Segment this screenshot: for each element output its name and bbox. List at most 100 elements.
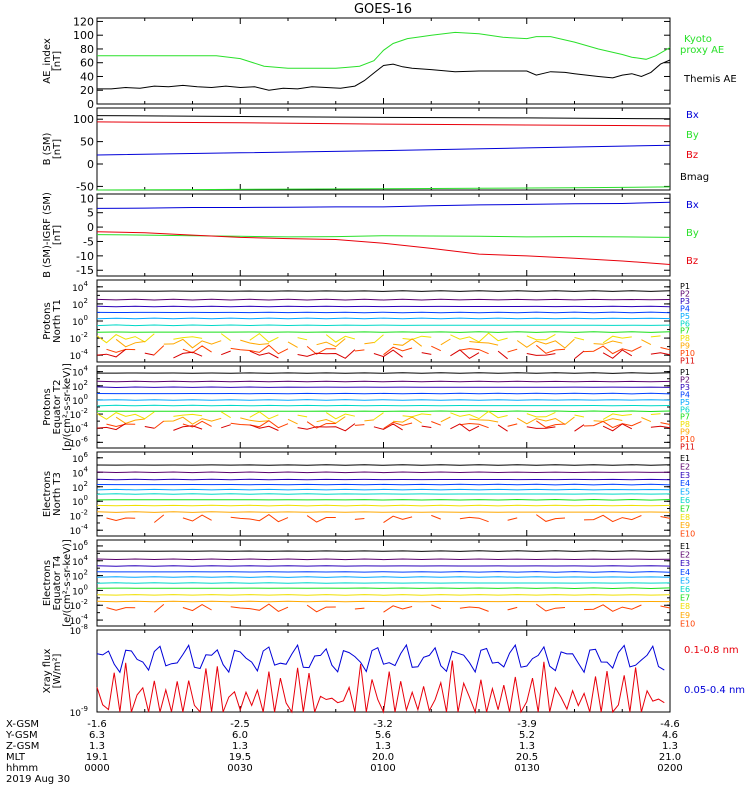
orbit-value: 1.3 — [89, 741, 105, 752]
legend-entry: E9 — [680, 611, 690, 620]
legend-entry: E3 — [680, 559, 690, 568]
y-tick-exponent: -2 — [81, 407, 88, 415]
flux-channel — [96, 311, 671, 314]
legend-entry: proxy AE — [680, 45, 724, 56]
y-axis-label: [nT] — [52, 139, 63, 159]
legend-entry: Bx — [686, 200, 699, 211]
y-tick-exponent: 0 — [84, 314, 88, 322]
legend-entry: P8 — [680, 420, 690, 429]
flux-channel — [96, 571, 671, 573]
series-line — [96, 186, 671, 191]
flux-channel — [96, 511, 671, 513]
orbit-value: 21.0 — [659, 752, 681, 763]
y-axis-label: Equator T2 — [52, 380, 63, 435]
xray-short — [96, 643, 665, 674]
panel-bigrf: 10 50-5 -10-15 B (SM)-IGRF (SM) [nT] Bx By Bz — [42, 192, 699, 278]
flux-channel — [96, 498, 671, 501]
legend-entry: Bz — [686, 256, 698, 267]
legend-entry: Kyoto — [684, 34, 712, 45]
y-axis-label: Equator T4 — [52, 556, 63, 611]
flux-channel — [116, 339, 670, 348]
legend-entry: E4 — [680, 568, 690, 577]
y-axis-label: [W/m²] — [52, 653, 63, 688]
orbit-value: 4.6 — [662, 730, 678, 741]
orbit-value: 6.0 — [232, 730, 248, 741]
flux-channel — [96, 348, 671, 360]
orbit-row-label: X-GSM — [6, 719, 39, 730]
legend-entry: By — [686, 130, 699, 141]
y-tick-label: 106 — [72, 451, 88, 465]
y-tick-label: 100 — [73, 29, 94, 42]
y-tick-label: 50 — [80, 136, 94, 149]
legend-entry: P4 — [680, 304, 690, 313]
legend-entry: P11 — [680, 357, 695, 366]
y-tick-label: 100 — [72, 393, 88, 407]
legend-entry: P5 — [680, 312, 690, 321]
legend-entry: E3 — [680, 471, 690, 480]
orbit-value: 0100 — [370, 763, 395, 774]
legend-entry: E7 — [680, 594, 690, 603]
orbit-value: 1.3 — [662, 741, 678, 752]
y-tick-label: 40 — [80, 70, 94, 83]
y-tick-label: 102 — [72, 480, 88, 494]
legend-entry: E8 — [680, 513, 690, 522]
y-tick-exponent: 0 — [84, 393, 88, 401]
legend-entry: P7 — [680, 327, 690, 336]
y-tick-exponent: 4 — [84, 554, 89, 562]
orbit-value: -2.5 — [230, 719, 250, 730]
orbit-value: 0000 — [84, 763, 109, 774]
y-tick-exponent: -4 — [81, 523, 89, 531]
y-tick-exponent: 2 — [84, 569, 88, 577]
flux-channel — [106, 603, 671, 613]
orbit-value: 1.3 — [519, 741, 535, 752]
y-tick-exponent: -4 — [81, 613, 89, 621]
legend-entry: 0.1-0.8 nm — [684, 645, 739, 656]
flux-channel — [96, 471, 671, 474]
y-tick-exponent: 0 — [84, 583, 88, 591]
orbit-value: 1.3 — [375, 741, 391, 752]
legend-entry: Bx — [686, 110, 699, 121]
y-axis-label: Electrons — [42, 471, 53, 517]
panel-pn: 104 102 100 10-2 10-4 Protons North T1 P1P2P3P4… — [42, 279, 695, 366]
flux-channel — [96, 464, 671, 466]
legend-entry: P2 — [680, 375, 690, 384]
flux-channel — [96, 493, 671, 495]
flux-channel — [96, 399, 671, 401]
legend-entry: Bmag — [680, 172, 709, 183]
y-tick-label: 100 — [73, 113, 94, 126]
y-tick-label: 10 — [80, 192, 94, 205]
series-line — [96, 115, 671, 120]
orbit-value: 1.3 — [232, 741, 248, 752]
panel-frame — [96, 107, 671, 191]
flux-channel — [96, 582, 671, 584]
legend-entry: P3 — [680, 383, 690, 392]
orbit-value: 6.3 — [89, 730, 105, 741]
legend-entry: E2 — [680, 551, 690, 560]
flux-channel — [96, 594, 671, 596]
series-line — [96, 144, 671, 156]
y-tick-label: 104 — [72, 365, 88, 379]
flux-channel — [96, 422, 671, 432]
orbit-value: 0130 — [514, 763, 539, 774]
legend-entry: Themis AE — [683, 74, 737, 85]
y-tick-exponent: 2 — [84, 379, 88, 387]
flux-channel — [96, 504, 671, 507]
y-axis-label: AE_index — [42, 38, 53, 84]
flux-channel — [96, 386, 671, 389]
series-line — [96, 201, 671, 209]
flux-channel — [96, 332, 661, 344]
flux-channel — [97, 372, 671, 374]
legend-entry: P10 — [680, 349, 695, 358]
y-tick-exponent: -8 — [81, 623, 88, 631]
series-line — [97, 59, 671, 91]
y-tick-exponent: 2 — [84, 480, 88, 488]
flux-channel — [96, 488, 671, 491]
flux-channel — [96, 565, 671, 567]
y-tick-label: -50 — [76, 180, 94, 193]
flux-channel — [96, 410, 671, 413]
legend-entry: E4 — [680, 479, 690, 488]
